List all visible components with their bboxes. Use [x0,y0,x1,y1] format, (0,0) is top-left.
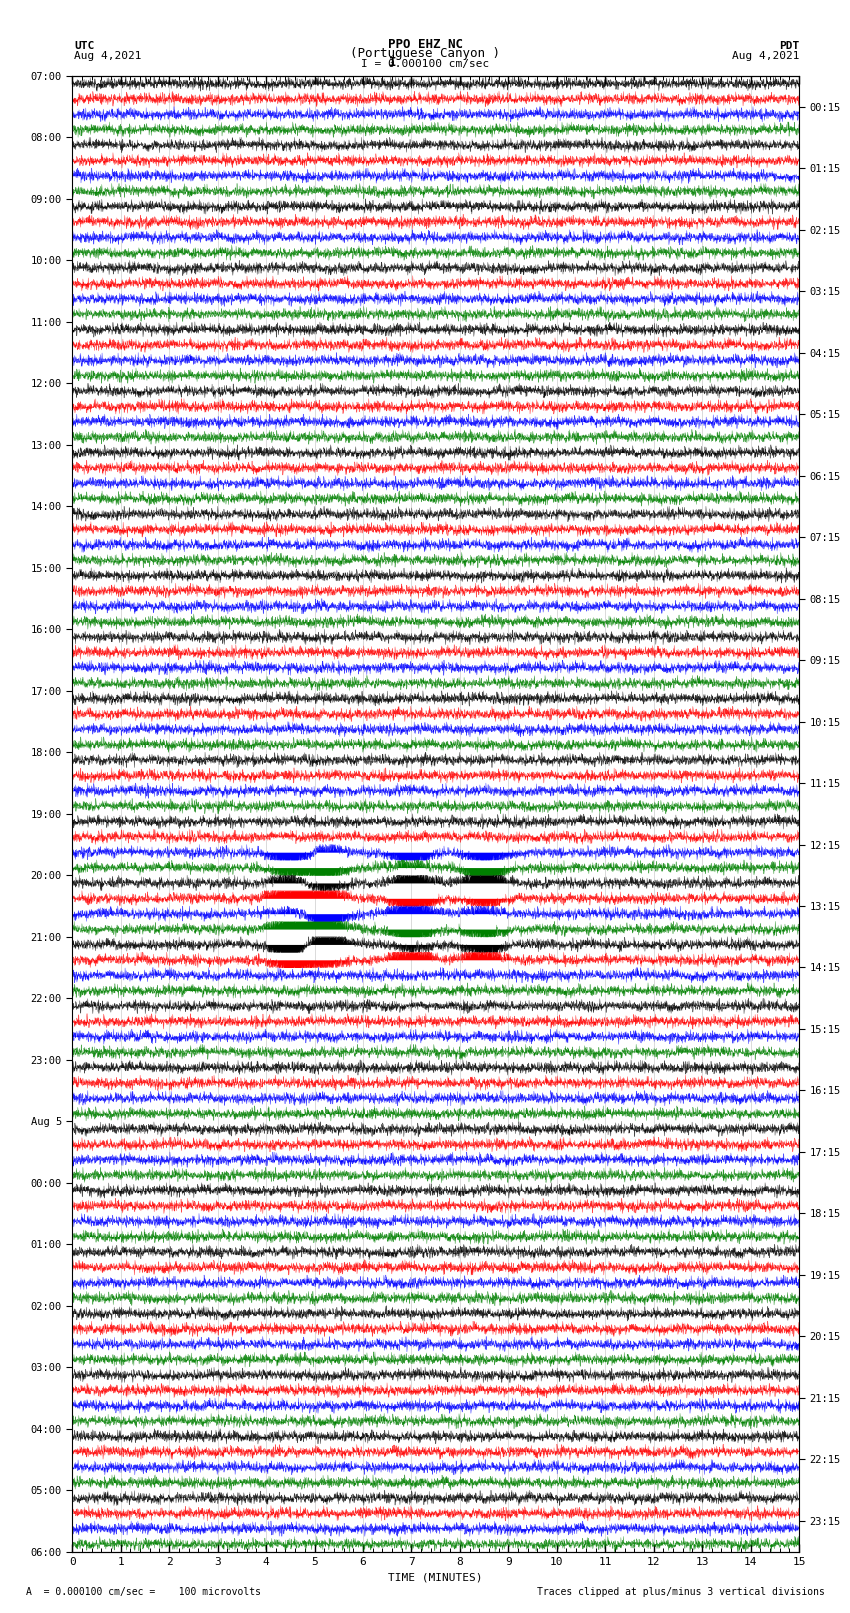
Text: Traces clipped at plus/minus 3 vertical divisions: Traces clipped at plus/minus 3 vertical … [536,1587,824,1597]
Text: Aug 4,2021: Aug 4,2021 [732,52,799,61]
Text: UTC: UTC [74,40,94,50]
Text: Aug 4,2021: Aug 4,2021 [74,52,141,61]
Text: I: I [389,55,396,69]
X-axis label: TIME (MINUTES): TIME (MINUTES) [388,1573,483,1582]
Text: (Portuguese Canyon ): (Portuguese Canyon ) [350,47,500,60]
Text: I = 0.000100 cm/sec: I = 0.000100 cm/sec [361,58,489,69]
Text: PDT: PDT [779,40,799,50]
Text: PPO EHZ NC: PPO EHZ NC [388,37,462,50]
Text: A  = 0.000100 cm/sec =    100 microvolts: A = 0.000100 cm/sec = 100 microvolts [26,1587,260,1597]
